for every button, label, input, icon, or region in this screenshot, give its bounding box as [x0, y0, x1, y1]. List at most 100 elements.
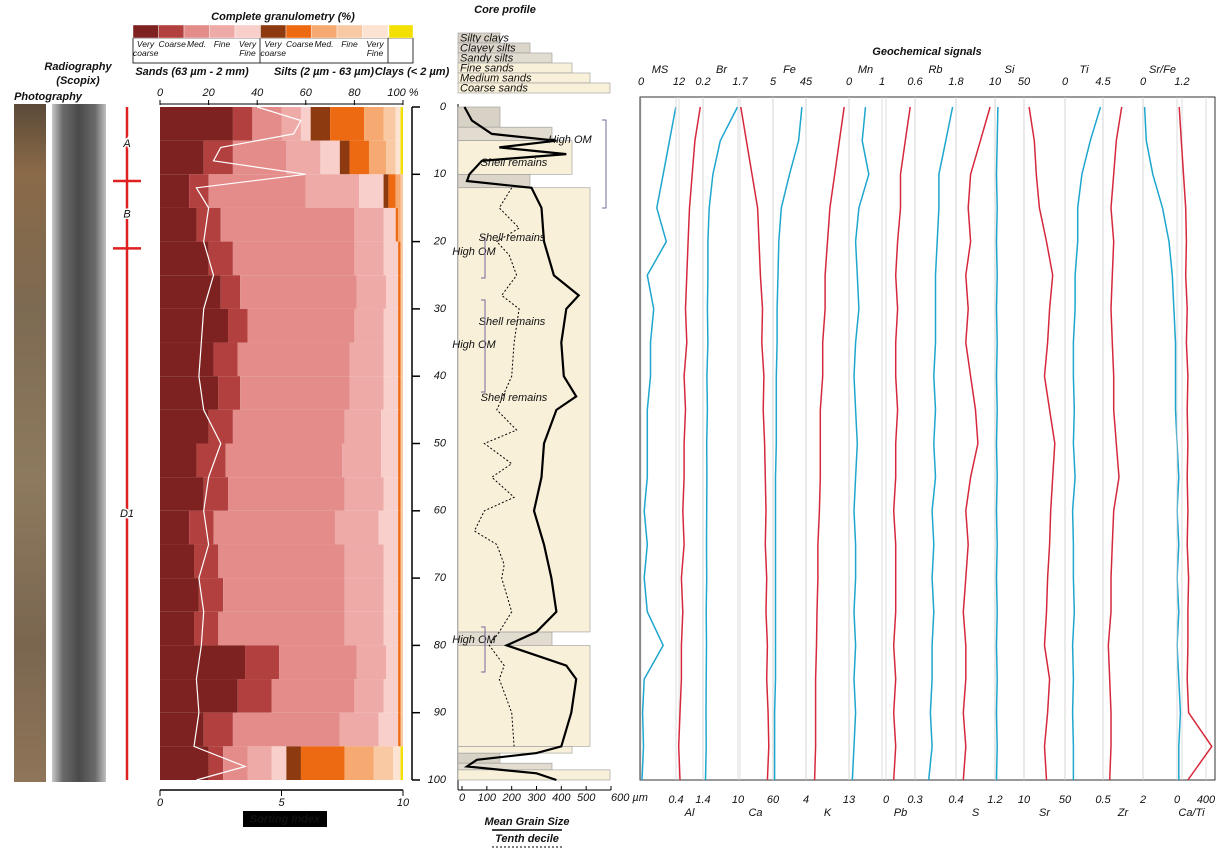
legend-swatch: [457, 82, 611, 94]
annotation: Shell remains: [479, 316, 546, 328]
x-tick-label: 0: [1062, 76, 1069, 88]
x-tick-label: 10: [989, 76, 1002, 88]
bar-segment: [330, 107, 365, 141]
bar-segment: [240, 275, 357, 309]
geochem-frame: [639, 96, 1216, 781]
bar-segment: [383, 342, 399, 377]
bar-segment: [354, 241, 384, 276]
bar-segment: [213, 342, 238, 377]
radio-label: (Scopix): [56, 75, 100, 87]
legend-label: Fine: [341, 39, 358, 49]
bar-segment: [383, 477, 399, 511]
bar-segment: [395, 107, 401, 141]
series-label: Zr: [1117, 807, 1130, 819]
legend-label: Fine: [213, 39, 231, 49]
x-tick-label: 0.4: [668, 794, 683, 806]
x-tick-label: 2: [1139, 794, 1146, 806]
series-label: Ca: [748, 807, 762, 819]
bar-segment: [400, 645, 403, 680]
bar-segment: [160, 140, 204, 175]
bar-segment: [393, 746, 401, 780]
x-tick-label: 0.6: [907, 76, 923, 88]
bar-segment: [395, 207, 399, 242]
bar-segment: [385, 645, 399, 680]
bar-segment: [344, 746, 374, 780]
x-tick-label: 10: [397, 797, 410, 809]
series-label: Fe: [783, 64, 796, 76]
bar-segment: [383, 174, 389, 208]
legend-group: Clays (< 2 µm): [375, 66, 450, 78]
series-label: Ca/Ti: [1178, 807, 1205, 819]
chart-title: Geochemical signals: [872, 46, 981, 58]
bar-segment: [160, 578, 199, 612]
bar-segment: [160, 746, 209, 780]
annotation: Shell remains: [481, 392, 548, 404]
y-tick-label: 30: [434, 303, 447, 315]
bar-segment: [228, 308, 248, 343]
bar-segment: [339, 140, 350, 175]
bar-segment: [344, 409, 382, 444]
x-tick-label: 0.2: [695, 76, 710, 88]
x-tick-label: 4.5: [1095, 76, 1111, 88]
bar-segment: [320, 140, 340, 175]
bar-segment: [247, 746, 272, 780]
bar-segment: [398, 679, 401, 713]
bar-segment: [398, 578, 401, 612]
signal-line: [892, 106, 911, 781]
bar-segment: [271, 746, 287, 780]
bar-segment: [349, 342, 384, 377]
x-tick-label: 400: [1197, 794, 1216, 806]
legend-label: Silty clays: [460, 32, 509, 44]
bar-segment: [228, 477, 345, 511]
signal-line: [1178, 106, 1213, 781]
bar-segment: [383, 207, 396, 242]
bar-segment: [232, 107, 253, 141]
x-tick-label: 0: [157, 87, 164, 99]
bar-segment: [344, 477, 384, 511]
bar-segment: [383, 544, 399, 579]
signal-line: [1143, 106, 1182, 780]
x-tick-label: 0.3: [907, 794, 923, 806]
bar-segment: [398, 544, 401, 579]
bar-segment: [400, 376, 403, 410]
annotation: Shell remains: [479, 232, 546, 244]
photo-label: Photography: [14, 91, 83, 103]
bar-segment: [398, 712, 401, 747]
x-tick-label: 0: [846, 76, 853, 88]
bar-segment: [344, 611, 384, 646]
bar-segment: [398, 409, 401, 444]
x-tick-label: 80: [348, 87, 361, 99]
bar-segment: [240, 376, 350, 410]
bar-segment: [364, 107, 384, 141]
bar-segment: [194, 611, 219, 646]
bar-segment: [300, 107, 311, 141]
legend-label: Very coarse: [260, 39, 287, 58]
legend-label: Very Fine: [238, 39, 257, 58]
bar-segment: [160, 712, 204, 747]
bar-segment: [237, 679, 272, 713]
bar-segment: [160, 443, 197, 478]
y-tick-label: 0: [440, 101, 447, 113]
annotation: High OM: [548, 134, 592, 146]
bar-segment: [160, 645, 246, 680]
bar-segment: [400, 679, 403, 713]
bar-segment: [305, 174, 360, 208]
legend-swatch: [183, 24, 210, 39]
bar-segment: [398, 376, 401, 410]
x-tick-label: 0.4: [948, 794, 963, 806]
layer: [457, 769, 611, 781]
bar-segment: [400, 207, 403, 242]
photograph: [14, 104, 46, 782]
signal-line: [927, 106, 954, 781]
grain-size-line: [473, 187, 520, 747]
y-tick-label: 70: [434, 572, 447, 584]
legend-group: Silts (2 µm - 63 µm): [274, 66, 374, 78]
bar-segment: [286, 746, 301, 780]
x-tick-label: 1: [879, 76, 885, 88]
bar-segment: [218, 544, 345, 579]
x-tick-label: 40: [251, 87, 264, 99]
series-label: S: [972, 807, 980, 819]
bar-segment: [218, 611, 345, 646]
bar-segment: [395, 174, 401, 208]
